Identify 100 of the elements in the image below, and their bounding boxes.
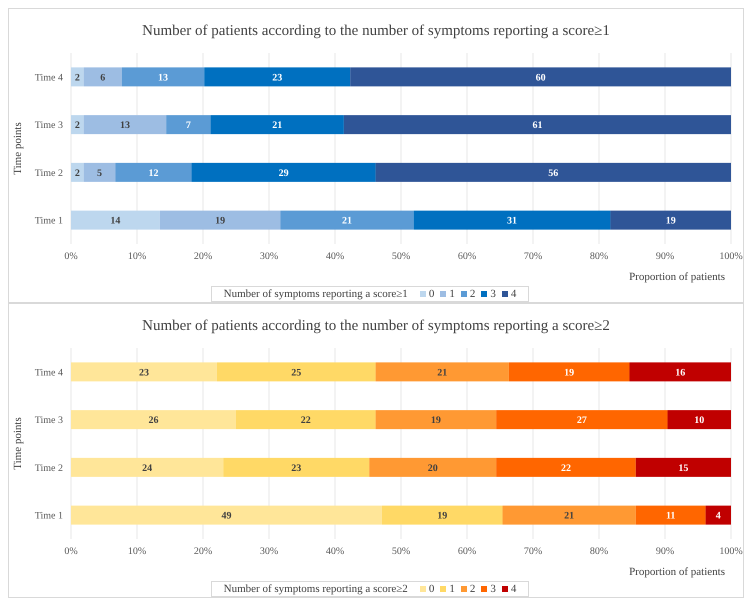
x2-tick-label: 70% <box>524 251 542 262</box>
bar <box>369 458 496 477</box>
bar <box>71 115 84 134</box>
bar <box>376 410 496 430</box>
bar <box>280 210 414 230</box>
y-tick-label: Time 1 <box>34 510 63 522</box>
data-label: 16 <box>675 367 686 378</box>
data-label: 23 <box>272 72 282 84</box>
legend-label: 0 <box>428 288 434 300</box>
data-label: 31 <box>507 216 518 227</box>
bar <box>192 162 376 182</box>
data-label: 23 <box>291 462 302 474</box>
data-label: 22 <box>300 415 311 426</box>
x2-tick-label: 50% <box>392 546 410 558</box>
bar <box>71 162 84 182</box>
data-label: 29 <box>278 168 289 179</box>
bar <box>610 210 731 230</box>
bar <box>71 210 160 230</box>
x2-tick-label: 80% <box>590 546 608 558</box>
data-label: 7 <box>186 120 191 132</box>
legend-label: 1 <box>449 583 455 595</box>
bar <box>71 410 236 430</box>
data-label: 13 <box>120 120 130 132</box>
bar <box>636 458 731 477</box>
bar <box>71 506 382 525</box>
data-label: 25 <box>291 367 302 378</box>
bar <box>376 362 509 382</box>
data-label: 21 <box>437 367 448 378</box>
y-tick-label: Time 2 <box>34 168 63 179</box>
data-label: 6 <box>100 72 106 84</box>
x2-axis-title: Proportion of patients <box>629 566 725 578</box>
x2-tick-label: 30% <box>260 546 278 558</box>
bar <box>166 115 211 134</box>
chart-title: Number of patients according to the number of symptoms reporting a score≥1 <box>141 22 611 41</box>
x2-tick-label: 30% <box>260 251 278 262</box>
legend-label: 2 <box>470 583 476 595</box>
bar <box>216 362 376 382</box>
data-label: 4 <box>716 510 721 522</box>
data-label: 56 <box>548 168 558 179</box>
legend-label: 4 <box>510 583 516 595</box>
bar <box>382 506 503 525</box>
data-label: 21 <box>342 216 352 227</box>
data-label: 24 <box>142 462 152 474</box>
x2-tick-label: 0% <box>64 251 78 262</box>
x2-tick-label: 0% <box>64 546 78 558</box>
data-label: 22 <box>561 462 571 474</box>
x2-tick-label: 50% <box>392 251 410 262</box>
bar <box>71 362 217 382</box>
x2-tick-label: 100% <box>719 546 743 558</box>
data-label: 13 <box>158 72 168 84</box>
legend-label: 3 <box>490 583 496 595</box>
data-label: 49 <box>221 510 232 522</box>
x2-tick-label: 10% <box>128 251 146 262</box>
bar <box>115 162 192 182</box>
bar <box>210 115 344 134</box>
y-axis-title: Time points <box>12 417 24 470</box>
bar <box>84 115 166 134</box>
bar <box>71 458 224 477</box>
data-label: 19 <box>430 415 441 426</box>
bar <box>502 506 636 525</box>
x2-tick-label: 60% <box>458 546 476 558</box>
bar <box>122 67 204 86</box>
legend-label: 2 <box>470 288 476 300</box>
x2-axis-title: Proportion of patients <box>629 271 725 283</box>
data-label: 60 <box>536 72 546 84</box>
data-label: 21 <box>272 120 282 132</box>
data-label: 2 <box>74 120 80 132</box>
x2-tick-label: 10% <box>128 546 146 558</box>
data-label: 12 <box>148 168 158 179</box>
bar <box>414 210 610 230</box>
legend-label: 1 <box>449 288 455 300</box>
bar <box>84 67 122 86</box>
bar <box>376 162 731 182</box>
y-tick-label: Time 2 <box>34 462 63 474</box>
bar <box>160 210 280 230</box>
legend-label: 3 <box>490 288 496 300</box>
bar <box>496 458 636 477</box>
legend-label: 4 <box>510 288 516 300</box>
x2-tick-label: 20% <box>194 251 212 262</box>
x2-tick-label: 60% <box>458 251 476 262</box>
bar <box>636 506 706 525</box>
data-label: 2 <box>74 168 80 179</box>
y-tick-label: Time 4 <box>34 72 63 84</box>
data-label: 19 <box>437 510 448 522</box>
x2-tick-label: 40% <box>326 251 344 262</box>
data-label: 2 <box>74 72 80 84</box>
data-label: 61 <box>532 120 542 132</box>
bar <box>706 506 731 525</box>
x2-tick-label: 80% <box>590 251 608 262</box>
bar <box>84 162 116 182</box>
legend-title: Number of symptoms reporting a score≥2 <box>224 583 408 595</box>
bar <box>629 362 731 382</box>
data-label: 26 <box>148 415 158 426</box>
data-label: 20 <box>428 462 438 474</box>
data-label: 19 <box>564 367 574 378</box>
bar <box>508 362 630 382</box>
data-label: 21 <box>564 510 574 522</box>
y-tick-label: Time 3 <box>34 415 63 426</box>
legend-title: Number of symptoms reporting a score≥1 <box>224 288 408 300</box>
y-tick-label: Time 4 <box>34 367 63 378</box>
